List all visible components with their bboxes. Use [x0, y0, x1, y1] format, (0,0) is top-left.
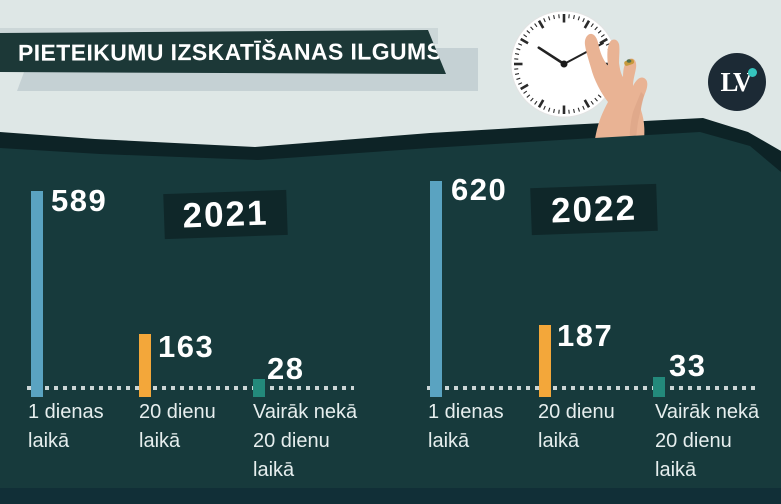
category-2022-1-day: 1 dienas laikā: [428, 401, 504, 452]
bar-2021-20-days: [139, 333, 151, 397]
bar-2022-20-days: [539, 325, 551, 397]
value-2021-over-20-days: 28: [267, 351, 305, 386]
bar-2022-1-day: [430, 180, 442, 397]
category-2021-1-day: 1 dienas laikā: [28, 401, 104, 452]
lv-logo: LV: [708, 53, 766, 111]
value-2022-20-days: 187: [557, 318, 614, 353]
bar-2022-over-20-days: [653, 377, 665, 397]
value-2022-over-20-days: 33: [669, 348, 707, 383]
bottom-strip: [0, 488, 781, 504]
lv-logo-text: LV: [720, 66, 752, 97]
dark-edge-band: [0, 118, 781, 260]
value-2021-20-days: 163: [158, 329, 215, 364]
category-2021-over-20-days: Vairāk nekā 20 dienu laikā: [253, 401, 358, 481]
value-2021-1-day: 589: [51, 183, 108, 218]
year-label-2022: 2022: [530, 183, 658, 236]
year-2022-text: 2022: [550, 188, 638, 230]
category-2021-20-days: 20 dienu laikā: [139, 401, 216, 452]
bar-2021-over-20-days: [253, 378, 265, 397]
bar-2021-1-day: [31, 191, 43, 397]
category-2022-over-20-days: Vairāk nekā 20 dienu laikā: [655, 401, 760, 481]
title-banner: PIETEIKUMU IZSKATĪŠANAS ILGUMS: [0, 30, 446, 74]
baseline-dotted-2022: [427, 386, 756, 390]
page-title: PIETEIKUMU IZSKATĪŠANAS ILGUMS: [17, 38, 443, 66]
year-2021-text: 2021: [181, 193, 270, 235]
baseline-dotted-2021: [27, 386, 354, 390]
category-2022-20-days: 20 dienu laikā: [538, 401, 615, 452]
lv-logo-dot-icon: [748, 68, 757, 77]
year-label-2021: 2021: [163, 189, 288, 240]
value-2022-1-day: 620: [451, 172, 508, 207]
hand-illustration: [584, 33, 648, 157]
